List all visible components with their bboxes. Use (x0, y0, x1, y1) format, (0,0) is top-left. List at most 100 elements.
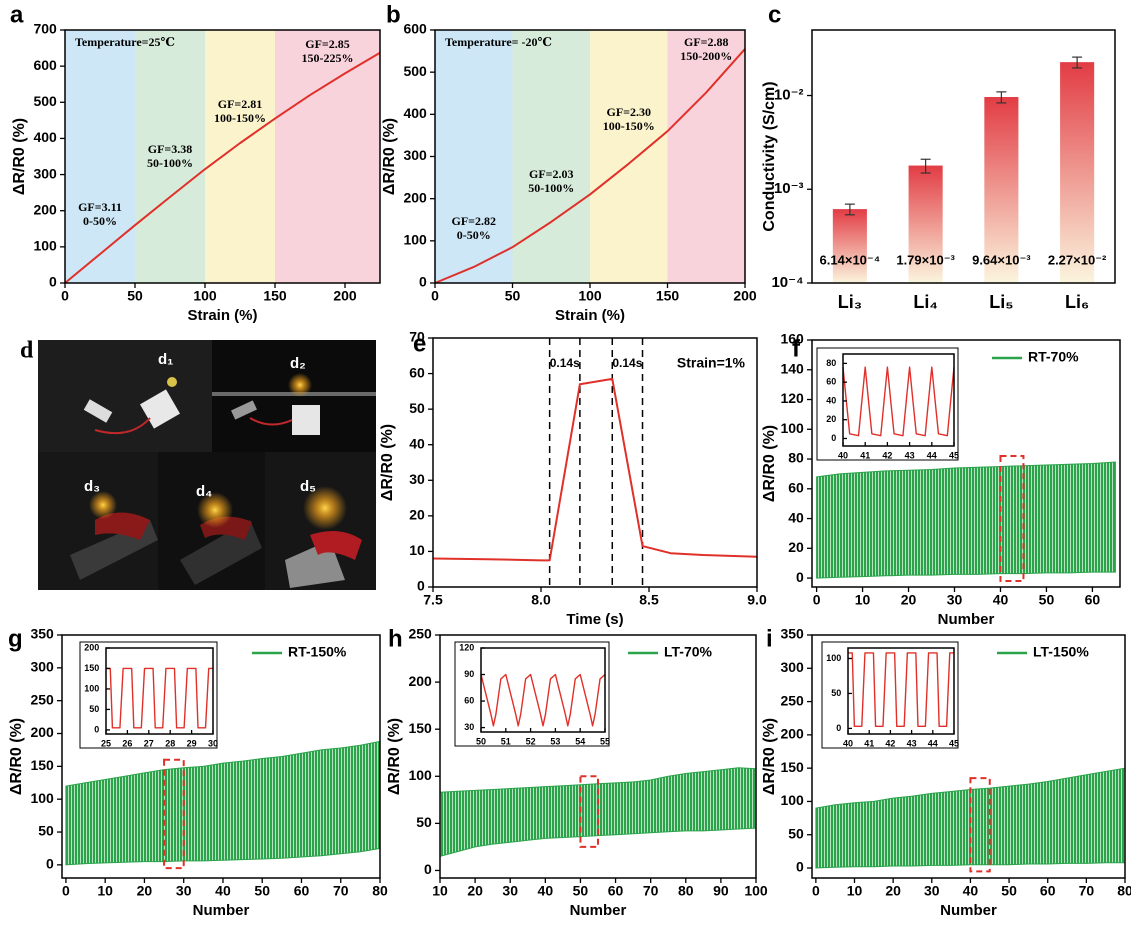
region-gf: GF=2.85 (305, 37, 350, 51)
highlight-box (969, 777, 991, 873)
line (64, 51, 381, 284)
x-axis-label: Time (s) (566, 611, 623, 628)
y-tick-label: 70 (409, 329, 425, 345)
y-tick-label: 300 (33, 165, 57, 181)
y-tick-label: 0 (796, 859, 804, 875)
x-tick-label: 100 (744, 883, 768, 899)
y-tick-label: 60 (826, 377, 836, 387)
inset-frame (454, 641, 610, 747)
y-tick-label: 40 (409, 435, 425, 451)
x-tick-label: 50 (254, 883, 270, 899)
panel-letter: d (20, 338, 34, 364)
x-tick-label: 40 (963, 883, 979, 899)
x-tick-label: 10 (432, 883, 448, 899)
x-tick-label: 50 (1039, 592, 1055, 608)
y-tick-label: 0 (94, 724, 99, 734)
y-tick-label: 50 (89, 704, 99, 714)
photo-label: d₁ (158, 351, 173, 368)
region (435, 30, 513, 283)
annotation: Temperature= -20℃ (445, 35, 552, 49)
y-tick-label: 150 (30, 757, 54, 773)
photo-panel: d d₁ d₂ d₃ d₄ d₅ (20, 338, 376, 590)
x-tick-label: Li₃ (838, 292, 862, 312)
x-tick-label: 40 (838, 451, 848, 461)
x-tick-label: 44 (928, 739, 938, 749)
y-tick-label: 200 (30, 724, 54, 740)
x-tick-label: 8.5 (639, 592, 659, 608)
container (95, 512, 150, 540)
y-tick-label: 160 (780, 331, 804, 347)
panel-letter: i (766, 625, 773, 652)
container (310, 531, 362, 560)
x-tick-label: 0 (61, 288, 69, 304)
region-gf: GF=3.11 (78, 200, 122, 214)
region-range: 50-100% (147, 156, 193, 170)
bar (832, 209, 867, 283)
region-gf: GF=2.30 (606, 105, 651, 119)
plot-frame (61, 634, 381, 879)
x-tick-label: 70 (643, 883, 659, 899)
plot-frame (811, 29, 1116, 284)
y-tick-label: 50 (831, 688, 841, 698)
x-tick-label: 50 (1001, 883, 1017, 899)
x-tick-label: 60 (1040, 883, 1056, 899)
y-tick-label: 500 (403, 63, 427, 79)
y-tick-label: 350 (780, 626, 804, 642)
x-tick-label: 200 (333, 288, 357, 304)
x-tick-label: 30 (208, 739, 218, 749)
x-tick-label: 40 (993, 592, 1009, 608)
x-axis-label: Number (940, 902, 997, 919)
value-label: 9.64×10⁻³ (972, 252, 1031, 267)
x-tick-label: 9.0 (747, 592, 767, 608)
y-tick-label: 700 (33, 21, 57, 37)
x-tick-label: 50 (505, 288, 521, 304)
y-tick-label: 80 (788, 450, 804, 466)
y-tick-label: 80 (826, 358, 836, 368)
plot-frame (439, 634, 757, 879)
y-tick-label: 0 (831, 433, 836, 443)
y-tick-label: 0 (836, 723, 841, 733)
panel-letter: f (792, 335, 801, 362)
photo-label: d₄ (196, 483, 212, 500)
y-tick-label: 10⁻⁴ (771, 274, 803, 291)
region (590, 30, 668, 283)
x-tick-label: 8.0 (531, 592, 551, 608)
y-tick-label: 0 (796, 569, 804, 585)
wire (94, 417, 151, 434)
legend-label: RT-150% (288, 644, 347, 660)
highlight-box (999, 455, 1025, 583)
region-range: 0-50% (83, 214, 117, 228)
x-axis-label: Number (193, 902, 250, 919)
x-tick-label: 0 (431, 288, 439, 304)
y-axis-label: Conductivity (S/cm) (761, 81, 778, 231)
y-axis-label: ΔR/R0 (%) (379, 424, 396, 501)
y-tick-label: 400 (403, 105, 427, 121)
x-tick-label: 70 (333, 883, 349, 899)
interval-label: 0.14s (612, 356, 642, 370)
region-range: 100-150% (214, 111, 266, 125)
x-tick-label: 28 (165, 739, 175, 749)
x-tick-label: 30 (924, 883, 940, 899)
panel-letter: g (8, 625, 23, 652)
y-tick-label: 60 (464, 695, 474, 705)
region-gf: GF=2.03 (529, 167, 574, 181)
x-tick-label: 200 (733, 288, 757, 304)
x-tick-label: Li₆ (1065, 292, 1089, 312)
x-tick-label: 29 (187, 739, 197, 749)
y-tick-label: 50 (409, 400, 425, 416)
x-tick-label: 10 (97, 883, 113, 899)
x-tick-label: 40 (538, 883, 554, 899)
x-tick-label: 43 (907, 739, 917, 749)
y-tick-label: 100 (30, 790, 54, 806)
x-tick-label: 60 (1085, 592, 1101, 608)
bar (1060, 62, 1095, 283)
y-axis-label: ΔR/R0 (%) (11, 118, 28, 195)
legend-label: RT-70% (1028, 349, 1079, 365)
panel-letter: c (768, 1, 781, 28)
inset-line (480, 673, 606, 727)
region (205, 30, 275, 283)
x-tick-label: 44 (927, 451, 937, 461)
x-tick-label: 20 (885, 883, 901, 899)
y-tick-label: 250 (408, 626, 432, 642)
x-tick-label: 45 (949, 739, 959, 749)
